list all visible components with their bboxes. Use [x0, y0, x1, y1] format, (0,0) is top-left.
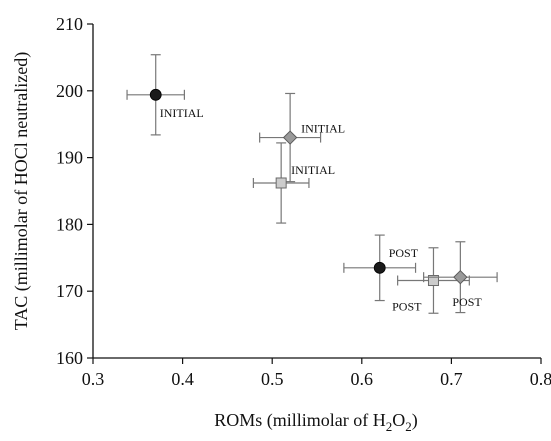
data-point: POST — [423, 241, 498, 314]
y-tick-label: 160 — [56, 348, 83, 368]
x-tick-label: 0.4 — [171, 369, 194, 389]
point-label: POST — [452, 295, 482, 309]
y-tick-label: 170 — [56, 281, 83, 301]
y-tick-label: 210 — [56, 14, 83, 34]
x-axis-title-sub-2: 2 — [405, 419, 412, 434]
y-axis-title: TAC (millimolar of HOCl neutralized) — [11, 52, 32, 331]
point-label: INITIAL — [291, 163, 335, 177]
data-point: INITIAL — [126, 54, 204, 136]
x-tick-label: 0.5 — [261, 369, 284, 389]
point-label: INITIAL — [160, 106, 204, 120]
data-point: INITIAL — [252, 142, 335, 224]
data-point: POST — [392, 247, 470, 314]
x-axis-title-mid: O — [392, 410, 405, 430]
point-label: POST — [392, 300, 422, 314]
circle-marker — [149, 88, 162, 101]
axes — [92, 24, 541, 359]
x-axis-title: ROMs (millimolar of H2O2) — [214, 410, 418, 434]
point-label: POST — [389, 246, 419, 260]
x-tick-label: 0.8 — [530, 369, 551, 389]
square-marker — [275, 177, 287, 189]
x-axis-title-end: ) — [412, 410, 418, 431]
x-tick-label: 0.7 — [440, 369, 463, 389]
point-label: INITIAL — [301, 122, 345, 136]
data-points: INITIAL INITIAL INITIAL POST POST POST — [126, 54, 498, 314]
x-tick-label: 0.3 — [82, 369, 105, 389]
y-tick-label: 190 — [56, 148, 83, 168]
circle-marker — [373, 261, 386, 274]
data-point: POST — [343, 234, 419, 302]
square-marker — [427, 275, 439, 287]
y-tick-label: 200 — [56, 81, 83, 101]
x-axis-title-main: ROMs (millimolar of H — [214, 410, 386, 431]
ticks: 0.3 0.4 0.5 0.6 0.7 0.8 160 170 180 190 200 210 — [56, 14, 551, 389]
x-tick-label: 0.6 — [351, 369, 374, 389]
diamond-marker — [282, 130, 298, 145]
diamond-marker — [453, 269, 468, 285]
y-tick-label: 180 — [56, 214, 83, 234]
data-point: INITIAL — [259, 92, 345, 183]
x-axis-title-sub-1: 2 — [386, 419, 393, 434]
